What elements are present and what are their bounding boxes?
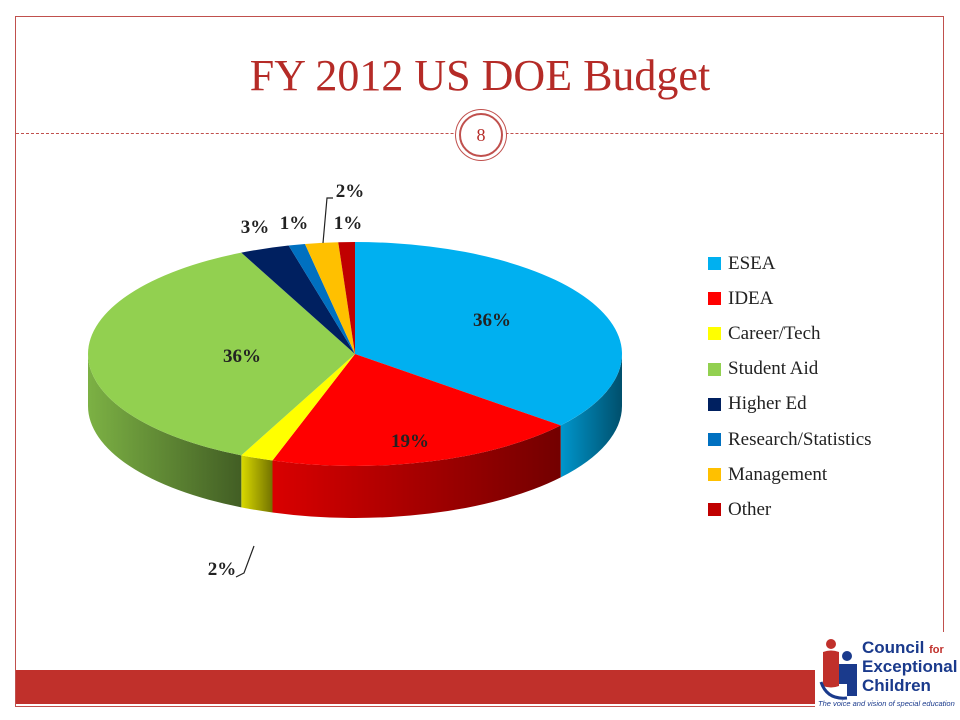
chart-legend: ESEA IDEA Career/Tech Student Aid Higher Ed R…	[708, 246, 872, 528]
pie-side-idea	[272, 425, 561, 518]
legend-item-student-aid: Student Aid	[708, 352, 872, 387]
logo-tagline: The voice and vision of special educatio…	[818, 699, 955, 708]
data-label-management: 2%	[336, 181, 365, 202]
legend-label: Student Aid	[728, 358, 819, 380]
data-label-idea: 19%	[391, 431, 429, 452]
pie-side-career-tech	[241, 455, 273, 513]
legend-swatch	[708, 257, 721, 271]
pie-top	[87, 242, 622, 466]
pie-slice-management	[304, 242, 355, 354]
data-label-higher-ed: 3%	[241, 217, 270, 238]
logo-line1: Council for	[862, 638, 944, 657]
pie-side-student-aid	[88, 354, 242, 508]
legend-label: Management	[728, 463, 828, 485]
cec-logo: Council for Exceptional Children The voi…	[815, 632, 960, 720]
pie-slice-other	[338, 242, 355, 354]
legend-label: Career/Tech	[728, 322, 821, 344]
cec-logo-icon	[819, 639, 857, 700]
pie-slice-idea	[272, 354, 561, 466]
legend-swatch	[708, 362, 721, 376]
legend-label: Research/Statistics	[728, 428, 872, 450]
legend-swatch	[708, 503, 721, 517]
legend-item-management: Management	[708, 457, 872, 492]
data-label-other: 1%	[334, 213, 363, 234]
legend-item-idea: IDEA	[708, 281, 872, 316]
page-number: 8	[459, 113, 503, 157]
pie-slice-esea	[355, 242, 622, 426]
legend-swatch	[708, 397, 721, 411]
legend-item-career-tech: Career/Tech	[708, 316, 872, 351]
legend-swatch	[708, 292, 721, 306]
slide-title: FY 2012 US DOE Budget	[249, 51, 711, 100]
legend-label: ESEA	[728, 252, 776, 274]
legend-item-higher-ed: Higher Ed	[708, 387, 872, 422]
data-label-career-tech: 2%	[208, 559, 237, 580]
data-label-student-aid: 36%	[223, 346, 261, 367]
pie-slice-career-tech	[241, 354, 355, 461]
logo-line3: Children	[862, 676, 931, 695]
pie-slice-research-statistics	[288, 243, 355, 354]
leader-line-career-tech	[235, 545, 255, 578]
legend-swatch	[708, 433, 721, 447]
legend-item-esea: ESEA	[708, 246, 872, 281]
legend-item-research-statistics: Research/Statistics	[708, 422, 872, 457]
legend-label: Other	[728, 498, 772, 520]
slide-frame	[15, 16, 944, 707]
data-label-esea: 36%	[473, 310, 511, 331]
pie-sides	[88, 354, 622, 518]
pie-slice-student-aid	[87, 252, 356, 456]
pie-data-labels: 36% 19% 2% 36% 3% 1% 2% 1%	[208, 181, 511, 580]
leader-line-management	[322, 197, 333, 244]
footer-bar	[16, 670, 816, 704]
legend-item-other: Other	[708, 492, 872, 527]
legend-label: Higher Ed	[728, 393, 807, 415]
pie-slice-higher-ed	[241, 245, 355, 354]
pie-side-esea	[560, 354, 622, 478]
legend-swatch	[708, 468, 721, 482]
data-label-research-statistics: 1%	[280, 213, 309, 234]
legend-swatch	[708, 327, 721, 341]
legend-label: IDEA	[728, 287, 774, 309]
logo-line2: Exceptional	[862, 657, 958, 676]
